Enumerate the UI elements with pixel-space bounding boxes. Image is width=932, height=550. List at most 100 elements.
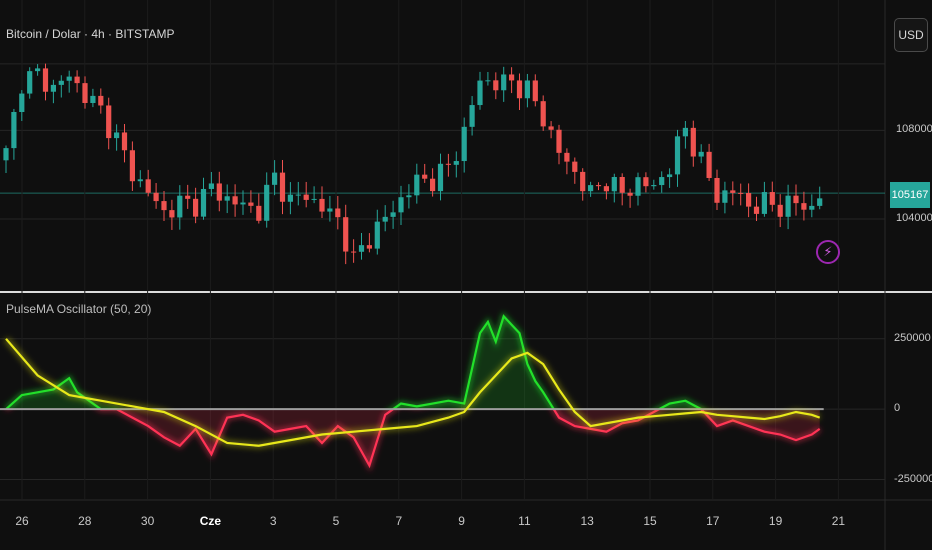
- candle-body: [42, 68, 49, 92]
- currency-button[interactable]: USD: [894, 18, 928, 52]
- date-tick-label: 15: [643, 514, 657, 528]
- pulse-area-down: [116, 409, 820, 466]
- date-tick-label: 19: [768, 514, 783, 528]
- signal-line: [5, 338, 821, 447]
- date-tick-label: 21: [831, 514, 846, 528]
- date-tick-label: 13: [580, 514, 594, 528]
- candle-body: [335, 208, 341, 218]
- candle-body: [453, 161, 459, 165]
- candle-body: [303, 194, 309, 200]
- signal-glow: [3, 336, 821, 449]
- candle-body: [382, 216, 388, 222]
- candle-body: [319, 198, 325, 212]
- date-tick-label: 17: [706, 514, 720, 528]
- pulse-line-down: [6, 409, 821, 469]
- candle-body: [343, 217, 349, 252]
- candle-body: [74, 76, 80, 84]
- candle-body: [817, 198, 823, 206]
- candle-body: [145, 179, 151, 193]
- candle-body: [785, 195, 791, 217]
- candle-body: [82, 83, 88, 103]
- price-panel-title: Bitcoin / Dolar · 4h · BITSTAMP: [6, 27, 175, 41]
- oscillator-title: PulseMA Oscillator (50, 20): [6, 302, 152, 316]
- candle-body: [216, 183, 222, 201]
- candle-body: [564, 152, 570, 162]
- candle-body: [603, 186, 609, 192]
- candle-body: [698, 151, 704, 157]
- candle-body: [524, 80, 530, 99]
- candle-body: [730, 190, 736, 193]
- candle-body: [58, 80, 64, 85]
- candle-body: [406, 195, 412, 198]
- candle-body: [137, 179, 143, 182]
- candle-body: [358, 245, 365, 252]
- candle-body: [509, 74, 515, 81]
- candle-body: [635, 177, 641, 196]
- date-tick-label: 9: [458, 514, 465, 528]
- candle-body: [722, 190, 728, 203]
- date-tick-label: 11: [518, 514, 531, 528]
- candle-body: [548, 126, 554, 130]
- candle-body: [161, 201, 167, 211]
- candle-body: [374, 221, 380, 249]
- candle-body: [753, 206, 760, 214]
- candle-body: [311, 198, 317, 200]
- candle-body: [532, 80, 538, 102]
- candle-body: [248, 202, 254, 206]
- candles-layer: [3, 63, 823, 265]
- date-tick-label: 26: [15, 514, 29, 528]
- osc-tick-label: 250000: [894, 331, 931, 344]
- candle-body: [98, 95, 104, 106]
- candle-body: [777, 204, 783, 217]
- date-tick-label: 28: [78, 514, 92, 528]
- candle-body: [556, 129, 562, 153]
- candle-body: [185, 195, 191, 199]
- candle-body: [240, 202, 246, 205]
- candle-body: [200, 188, 207, 217]
- candle-body: [619, 176, 625, 193]
- osc-tick-label: 0: [894, 402, 901, 415]
- candle-body: [516, 80, 523, 99]
- date-tick-label: 5: [332, 514, 340, 528]
- candle-body: [682, 127, 688, 137]
- candle-body: [469, 105, 475, 127]
- candle-body: [493, 80, 499, 91]
- candle-body: [540, 101, 546, 127]
- candle-body: [714, 177, 720, 203]
- candle-body: [738, 192, 744, 194]
- candle-body: [121, 132, 128, 151]
- candle-body: [437, 163, 444, 192]
- candle-body: [501, 74, 507, 91]
- candle-body: [611, 176, 617, 192]
- candle-body: [477, 80, 483, 106]
- candle-body: [19, 93, 25, 113]
- candle-body: [90, 95, 96, 103]
- candle-body: [351, 251, 357, 253]
- candle-body: [279, 172, 286, 202]
- pulse-line-up: [5, 314, 703, 410]
- lightning-bolt-icon[interactable]: ⚡: [816, 240, 840, 264]
- candle-body: [769, 192, 775, 205]
- candle-body: [422, 174, 428, 179]
- candle-body: [169, 210, 175, 218]
- candle-body: [746, 193, 752, 207]
- candle-body: [272, 172, 278, 185]
- date-tick-label: Cze: [199, 514, 222, 528]
- candle-body: [627, 192, 633, 196]
- candle-body: [256, 205, 262, 221]
- candle-body: [761, 192, 767, 214]
- candle-body: [114, 132, 120, 139]
- candle-body: [287, 194, 293, 202]
- date-tick-label: 30: [140, 514, 155, 528]
- date-tick-label: 3: [269, 514, 277, 528]
- candle-body: [809, 205, 815, 210]
- candle-body: [706, 151, 712, 178]
- candle-body: [643, 177, 649, 187]
- candle-body: [11, 112, 17, 149]
- candle-body: [224, 196, 230, 201]
- candle-body: [366, 245, 372, 249]
- candle-body: [651, 185, 657, 187]
- candle-body: [295, 194, 301, 196]
